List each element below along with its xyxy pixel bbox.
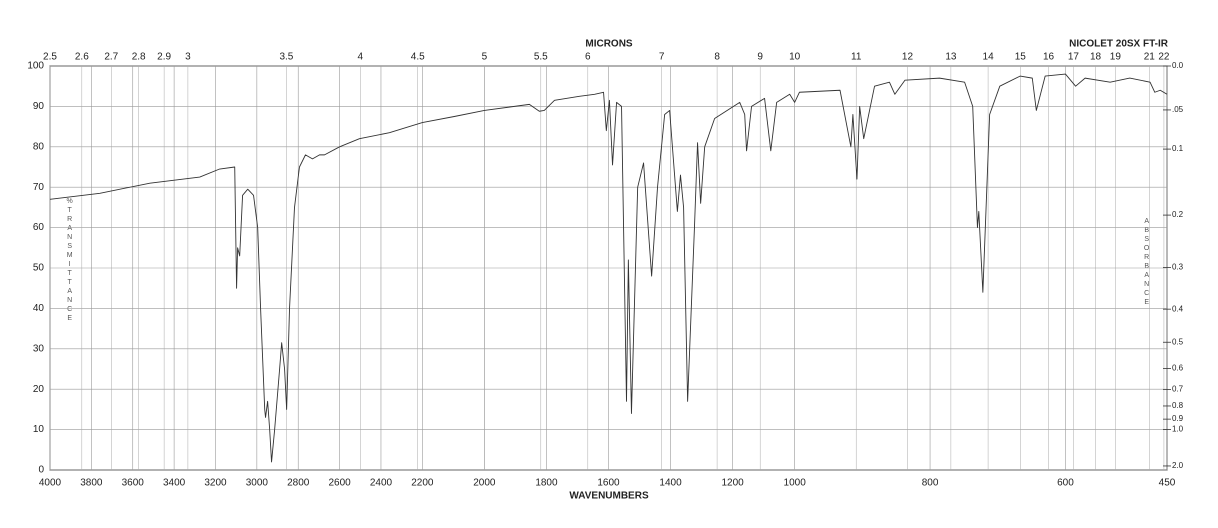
x-tick-label: 1400 bbox=[659, 478, 682, 489]
top-tick-label: 19 bbox=[1110, 52, 1122, 63]
y-tick-label: 80 bbox=[33, 141, 45, 152]
x-tick-label: 3600 bbox=[122, 478, 145, 489]
x-tick-label: 600 bbox=[1057, 478, 1074, 489]
top-tick-label: 2.7 bbox=[104, 52, 118, 63]
top-tick-label: 13 bbox=[945, 52, 957, 63]
y2-tick-label: 0.6 bbox=[1172, 364, 1184, 373]
x-tick-label: 1200 bbox=[721, 478, 744, 489]
y-tick-label: 20 bbox=[33, 384, 45, 395]
x-tick-label: 2000 bbox=[473, 478, 496, 489]
top-tick-label: 12 bbox=[902, 52, 914, 63]
y2-tick-label: 1.0 bbox=[1172, 425, 1184, 434]
top-tick-label: 16 bbox=[1043, 52, 1055, 63]
y2-tick-label: 0.9 bbox=[1172, 414, 1184, 423]
y-tick-label: 100 bbox=[27, 61, 44, 72]
top-tick-label: 2.5 bbox=[43, 52, 57, 63]
y2-tick-label: 0.8 bbox=[1172, 401, 1184, 410]
top-tick-label: 15 bbox=[1015, 52, 1027, 63]
y-tick-label: 70 bbox=[33, 182, 45, 193]
y2-tick-label: 0.7 bbox=[1172, 385, 1184, 394]
top-tick-label: 18 bbox=[1090, 52, 1102, 63]
y-axis-title: %TRANSMITTANCE bbox=[66, 198, 73, 324]
top-tick-label: 14 bbox=[983, 52, 995, 63]
top-tick-label: 7 bbox=[659, 52, 665, 63]
x-tick-label: 2200 bbox=[411, 478, 434, 489]
x-tick-label: 3800 bbox=[80, 478, 103, 489]
top-tick-label: 3.5 bbox=[279, 52, 293, 63]
y2-tick-label: 0.2 bbox=[1172, 210, 1184, 219]
x-tick-label: 3000 bbox=[246, 478, 269, 489]
y2-tick-label: 0.4 bbox=[1172, 304, 1184, 313]
x-tick-label: 1800 bbox=[535, 478, 558, 489]
top-tick-label: 21 bbox=[1144, 52, 1156, 63]
y-tick-label: 10 bbox=[33, 424, 45, 435]
spectrum-line bbox=[49, 73, 1168, 463]
y2-tick-label: 0.1 bbox=[1172, 144, 1184, 153]
y-tick-label: 40 bbox=[33, 303, 45, 314]
x-tick-label: 4000 bbox=[39, 478, 62, 489]
top-tick-label: 5 bbox=[482, 52, 488, 63]
top-tick-label: 9 bbox=[757, 52, 763, 63]
y-tick-label: 90 bbox=[33, 101, 45, 112]
top-tick-label: 2.6 bbox=[75, 52, 89, 63]
y-tick-label: 50 bbox=[33, 263, 45, 274]
chart-title: NICOLET 20SX FT-IR bbox=[1069, 39, 1169, 50]
top-tick-label: 2.8 bbox=[132, 52, 146, 63]
top-tick-label: 11 bbox=[851, 52, 862, 63]
top-tick-label: 4.5 bbox=[411, 52, 425, 63]
top-tick-label: 22 bbox=[1158, 52, 1170, 63]
x-tick-label: 800 bbox=[922, 478, 939, 489]
y2-axis-title: ABSORBANCE bbox=[1143, 218, 1150, 308]
y2-tick-label: 2.0 bbox=[1172, 461, 1184, 470]
x-tick-label: 2800 bbox=[287, 478, 310, 489]
x-tick-label: 2600 bbox=[328, 478, 351, 489]
top-tick-label: 2.9 bbox=[157, 52, 171, 63]
top-axis-title: MICRONS bbox=[585, 39, 633, 50]
y2-tick-label: 0.3 bbox=[1172, 263, 1184, 272]
top-tick-label: 10 bbox=[789, 52, 801, 63]
top-tick-label: 5.5 bbox=[534, 52, 548, 63]
y2-tick-label: .05 bbox=[1172, 105, 1184, 114]
y2-tick-label: 0.0 bbox=[1172, 61, 1184, 70]
top-tick-label: 8 bbox=[714, 52, 720, 63]
y-tick-label: 30 bbox=[33, 343, 45, 354]
x-tick-label: 2400 bbox=[370, 478, 393, 489]
top-tick-label: 3 bbox=[185, 52, 191, 63]
x-tick-label: 3400 bbox=[163, 478, 186, 489]
x-tick-label: 1000 bbox=[784, 478, 807, 489]
top-tick-label: 4 bbox=[357, 52, 363, 63]
x-tick-label: 1600 bbox=[597, 478, 620, 489]
top-tick-label: 17 bbox=[1068, 52, 1080, 63]
x-tick-label: 3200 bbox=[204, 478, 227, 489]
x-tick-label: 450 bbox=[1159, 478, 1176, 489]
y-tick-label: 60 bbox=[33, 222, 45, 233]
y2-tick-label: 0.5 bbox=[1172, 337, 1184, 346]
y-tick-label: 0 bbox=[38, 465, 44, 476]
top-tick-label: 6 bbox=[585, 52, 591, 63]
x-axis-title: WAVENUMBERS bbox=[569, 491, 649, 502]
